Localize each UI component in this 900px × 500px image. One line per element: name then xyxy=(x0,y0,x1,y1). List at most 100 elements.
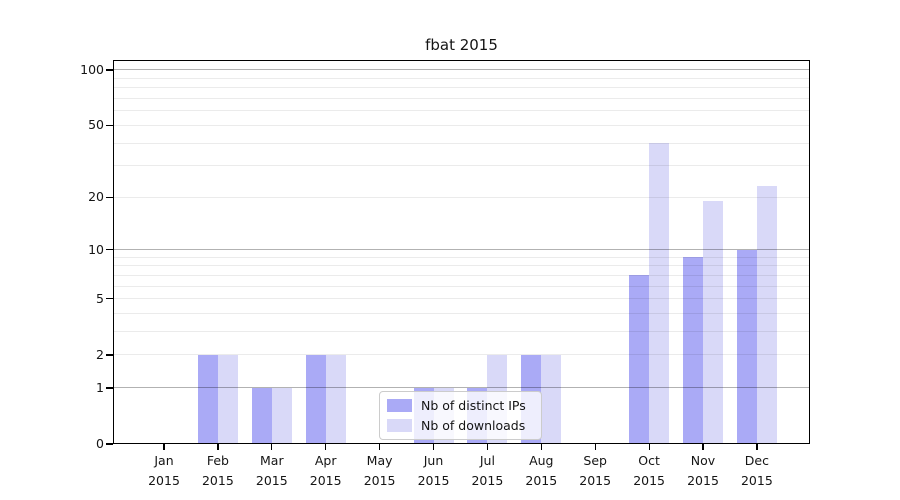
x-tick-month: Mar xyxy=(260,453,284,468)
major-gridline xyxy=(114,387,809,389)
x-tick-mark xyxy=(163,444,165,450)
x-tick-month: Jul xyxy=(479,453,495,468)
x-tick-year: 2015 xyxy=(309,473,342,488)
x-tick-mark xyxy=(756,444,758,450)
x-tick-label-may: May 2015 xyxy=(348,451,412,491)
x-tick-month: Jun xyxy=(423,453,444,468)
x-tick-label-mar: Mar 2015 xyxy=(240,451,304,491)
bar-feb-distinct-ips xyxy=(197,354,218,443)
x-tick-year: 2015 xyxy=(363,473,396,488)
y-tick-label: 100 xyxy=(80,61,104,77)
y-tick-label: 5 xyxy=(96,290,104,306)
chart-title: fbat 2015 xyxy=(425,36,498,54)
y-tick-mark xyxy=(106,196,113,198)
minor-gridline xyxy=(114,165,809,167)
x-tick-year: 2015 xyxy=(525,473,558,488)
x-tick-label-jan: Jan 2015 xyxy=(132,451,196,491)
x-tick-label-oct: Oct 2015 xyxy=(617,451,681,491)
x-tick-year: 2015 xyxy=(201,473,234,488)
bar-apr-distinct-ips xyxy=(305,354,326,443)
x-tick-mark xyxy=(540,444,542,450)
x-tick-month: May xyxy=(366,453,393,468)
minor-gridline xyxy=(114,256,809,258)
bar-mar-distinct-ips xyxy=(251,387,272,443)
y-tick-label: 10 xyxy=(88,241,104,257)
bar-apr-downloads xyxy=(325,354,346,443)
x-tick-month: Feb xyxy=(206,453,229,468)
y-tick-label: 1 xyxy=(96,379,104,395)
minor-gridline xyxy=(114,142,809,144)
legend-swatch-downloads xyxy=(387,419,412,432)
minor-gridline xyxy=(114,331,809,333)
x-tick-mark xyxy=(325,444,327,450)
y-tick-mark xyxy=(106,249,113,251)
minor-gridline xyxy=(114,298,809,300)
x-tick-label-feb: Feb 2015 xyxy=(186,451,250,491)
y-tick-mark xyxy=(106,124,113,127)
x-tick-label-nov: Nov 2015 xyxy=(671,451,735,491)
bar-feb-downloads xyxy=(217,354,238,443)
x-tick-mark xyxy=(594,444,596,450)
bar-nov-downloads xyxy=(703,201,723,443)
x-tick-mark xyxy=(217,444,219,450)
legend-swatch-distinct-ips xyxy=(387,399,412,412)
minor-gridline xyxy=(114,110,809,112)
x-tick-label-jun: Jun 2015 xyxy=(402,451,466,491)
legend-item-distinct-ips: Nb of distinct IPs xyxy=(387,398,533,413)
legend-label-downloads: Nb of downloads xyxy=(421,418,526,433)
x-tick-year: 2015 xyxy=(255,473,288,488)
major-gridline xyxy=(114,249,809,251)
minor-gridline xyxy=(114,265,809,267)
minor-gridline xyxy=(114,124,809,126)
bar-oct-downloads xyxy=(649,143,670,443)
bar-aug-downloads xyxy=(541,354,562,443)
x-tick-year: 2015 xyxy=(687,473,719,488)
x-tick-mark xyxy=(432,444,435,450)
x-tick-label-sep: Sep 2015 xyxy=(563,451,627,491)
x-tick-month: Dec xyxy=(744,453,769,468)
minor-gridline xyxy=(114,354,809,356)
y-tick-label: 50 xyxy=(88,117,104,133)
minor-gridline xyxy=(114,196,809,198)
x-tick-month: Nov xyxy=(690,453,716,468)
y-tick-label: 20 xyxy=(88,189,104,205)
x-tick-year: 2015 xyxy=(471,473,504,488)
y-tick-mark xyxy=(106,354,113,356)
bar-nov-distinct-ips xyxy=(683,257,703,443)
bar-mar-downloads xyxy=(271,387,292,443)
major-gridline xyxy=(114,69,809,71)
y-tick-label: 0 xyxy=(96,436,104,451)
x-tick-label-aug: Aug 2015 xyxy=(509,451,573,491)
x-tick-year: 2015 xyxy=(740,473,773,488)
minor-gridline xyxy=(114,87,809,89)
minor-gridline xyxy=(114,274,809,276)
minor-gridline xyxy=(114,98,809,100)
x-tick-month: Jan xyxy=(154,453,174,468)
x-tick-year: 2015 xyxy=(633,473,665,488)
bar-oct-distinct-ips xyxy=(629,275,650,443)
y-tick-mark xyxy=(106,387,113,389)
x-tick-year: 2015 xyxy=(148,473,180,488)
x-tick-mark xyxy=(702,444,704,450)
x-tick-label-dec: Dec 2015 xyxy=(725,451,789,491)
x-tick-label-jul: Jul 2015 xyxy=(455,451,519,491)
x-tick-mark xyxy=(379,444,381,450)
y-tick-label: 2 xyxy=(96,346,104,362)
x-tick-month: Oct xyxy=(638,453,660,468)
x-tick-month: Sep xyxy=(583,453,607,468)
bar-dec-downloads xyxy=(756,186,777,443)
x-tick-mark xyxy=(486,444,489,450)
legend: Nb of distinct IPs Nb of downloads xyxy=(379,391,542,440)
y-tick-mark xyxy=(106,443,113,445)
x-tick-year: 2015 xyxy=(417,473,450,488)
minor-gridline xyxy=(114,77,809,79)
x-tick-mark xyxy=(648,444,650,450)
minor-gridline xyxy=(114,285,809,287)
legend-item-downloads: Nb of downloads xyxy=(387,418,533,433)
x-tick-month: Apr xyxy=(314,453,337,468)
y-tick-mark xyxy=(106,298,113,300)
legend-label-distinct-ips: Nb of distinct IPs xyxy=(421,398,526,413)
x-tick-month: Aug xyxy=(529,453,554,468)
x-tick-year: 2015 xyxy=(579,473,612,488)
